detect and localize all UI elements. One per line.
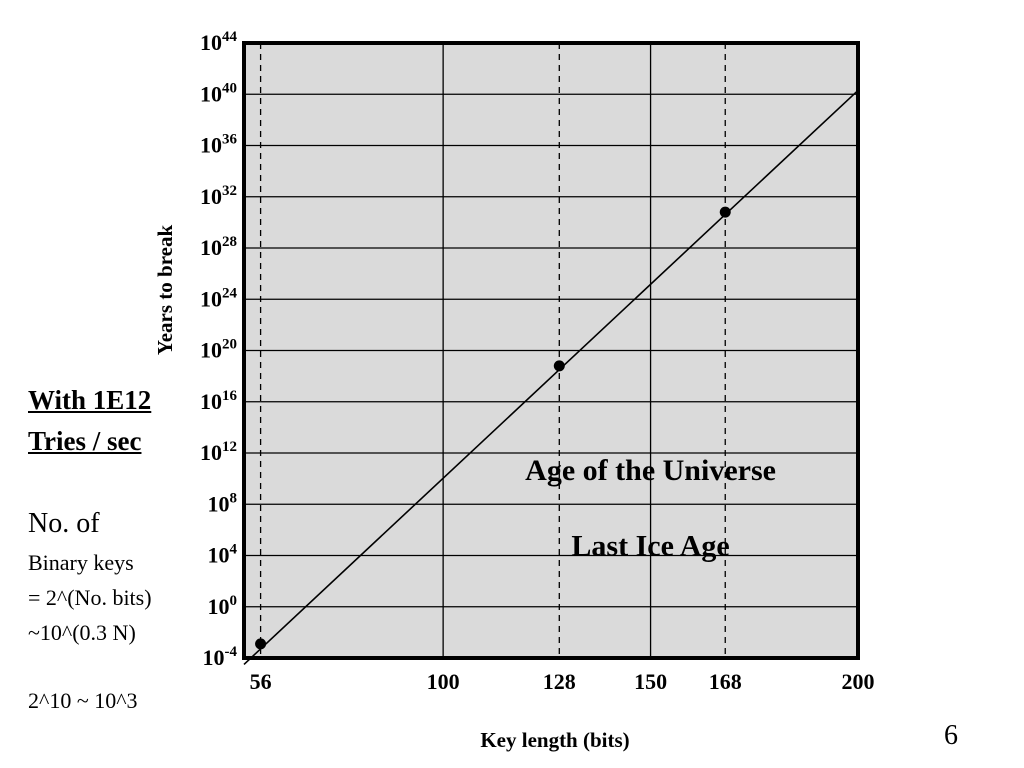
plot-frame <box>242 41 860 660</box>
y-tick-label: 100 <box>208 593 238 619</box>
annotations: Age of the Universe Last Ice Age <box>525 454 776 563</box>
sidebar-heading-line2: Tries / sec <box>28 426 142 456</box>
y-tick-label: 108 <box>208 490 238 516</box>
series-line <box>243 89 859 665</box>
x-tick-label: 168 <box>709 669 742 694</box>
y-tick-label: 1012 <box>200 439 237 465</box>
y-tick-label: 1036 <box>200 132 238 158</box>
y-tick-labels: 10-4 100 104 108 1012 1016 1020 1024 1028 1032 103… <box>200 29 238 670</box>
sidebar-line-3: = 2^(No. bits) <box>28 585 152 610</box>
x-axis-label: Key length (bits) <box>480 728 629 752</box>
sidebar-line-2: Binary keys <box>28 550 134 575</box>
page-number: 6 <box>944 720 958 751</box>
data-points <box>255 206 731 650</box>
y-tick-label: 104 <box>208 542 238 568</box>
annotation-label: Last Ice Age <box>571 530 729 563</box>
x-tick-label: 200 <box>842 669 875 694</box>
x-tick-labels: 56 100 128 150 168 200 <box>250 669 875 694</box>
x-tick-label: 56 <box>250 669 272 694</box>
sidebar-line-5: 2^10 ~ 10^3 <box>28 688 138 713</box>
y-tick-label: 1032 <box>200 183 237 209</box>
y-tick-label: 10-4 <box>203 644 238 670</box>
data-point <box>255 638 267 650</box>
x-tick-label: 128 <box>543 669 576 694</box>
dashed-lines <box>259 43 726 658</box>
y-tick-label: 1020 <box>200 337 237 363</box>
y-tick-label: 1024 <box>200 285 238 311</box>
sidebar-line-1: No. of <box>28 508 100 539</box>
data-point <box>553 360 565 372</box>
x-tick-label: 150 <box>634 669 667 694</box>
y-tick-label: 1016 <box>200 388 238 414</box>
grid <box>244 42 858 659</box>
annotation-label: Age of the Universe <box>525 454 776 487</box>
y-tick-label: 1040 <box>200 80 237 106</box>
sidebar-heading-line1: With 1E12 <box>28 385 152 415</box>
y-axis-label: Years to break <box>153 225 177 356</box>
x-tick-label: 100 <box>427 669 460 694</box>
y-tick-label: 1028 <box>200 234 237 260</box>
y-tick-label: 1044 <box>200 29 238 55</box>
sidebar-line-4: ~10^(0.3 N) <box>28 620 136 645</box>
data-point <box>719 206 731 218</box>
